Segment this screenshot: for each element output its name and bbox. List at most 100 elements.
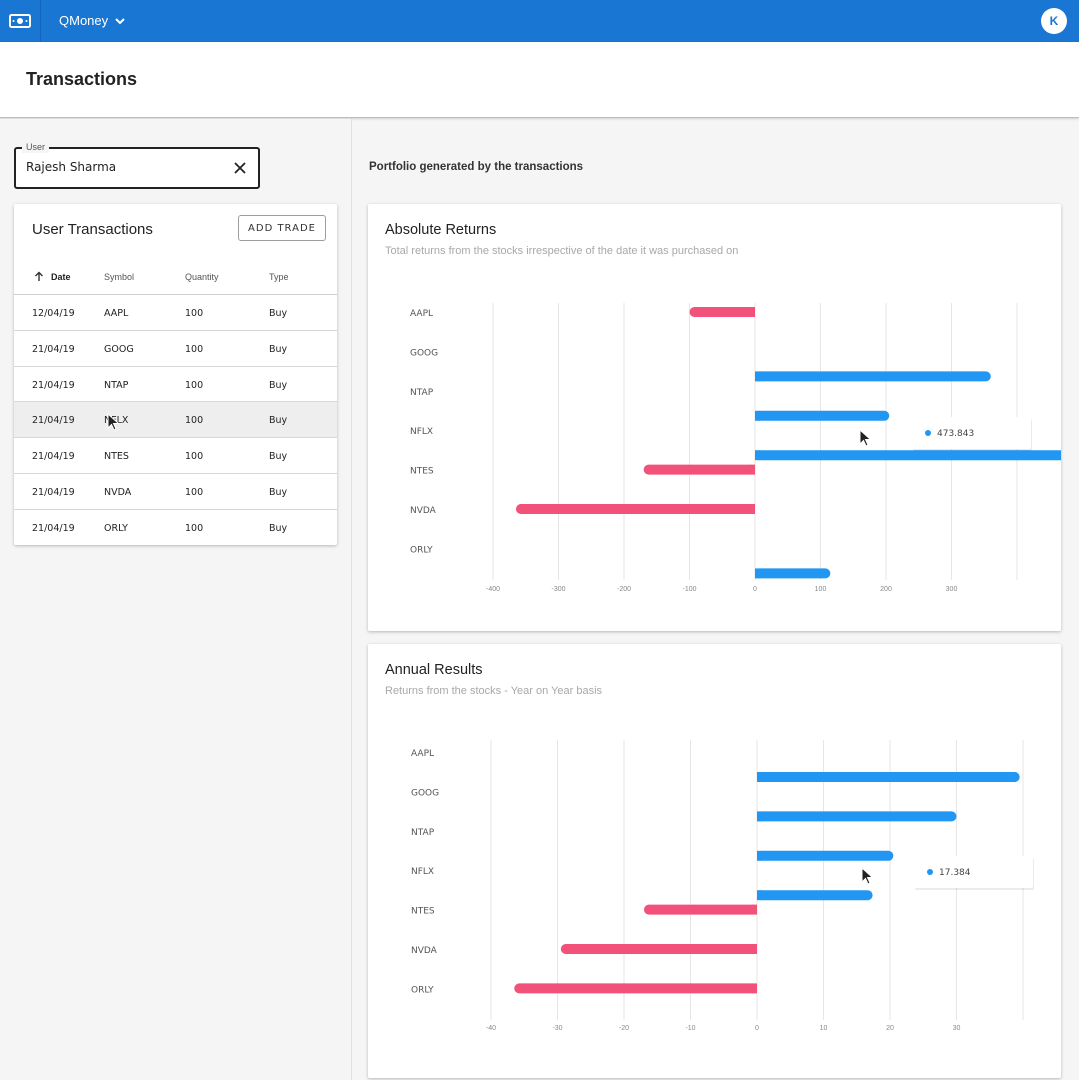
cell-date: 21/04/19 [32,415,75,427]
annual-results-chart: -40 -30 -20 -10 0 10 20 30 AAPL GOOG NTAP NFLX NTES N… [411,740,1034,1032]
cell-type: Buy [269,379,288,391]
y-category-label: ORLY [411,985,434,995]
y-category-label: ORLY [410,545,433,555]
left-panel: User User Transactions ADD TRADE Date Sy… [0,119,352,1080]
bar-ntes[interactable] [643,464,755,475]
bar-goog[interactable] [757,811,957,822]
mouse-cursor-icon [859,428,872,447]
chevron-down-icon [115,17,125,24]
column-header-symbol[interactable]: Symbol [104,272,135,282]
card-title: User Transactions [32,221,153,238]
bar-goog[interactable] [755,371,991,382]
add-trade-button[interactable]: ADD TRADE [238,215,326,241]
table-header: Date Symbol Quantity Type [14,259,337,295]
chart-title: Annual Results [385,662,483,678]
cell-quantity: 100 [185,379,204,391]
bar-nflx[interactable] [755,450,1061,461]
avatar[interactable]: K [1041,8,1067,34]
cell-type: Buy [269,343,288,355]
bar-cap [750,504,755,514]
table-row[interactable]: 21/04/19 NFLX 100 Buy [14,402,337,439]
user-input[interactable] [26,160,216,174]
y-category-label: GOOG [410,348,438,358]
table-row[interactable]: 21/04/19 ORLY 100 Buy [14,510,337,546]
cell-quantity: 100 [185,308,204,319]
column-header-quantity[interactable]: Quantity [185,272,219,282]
chart-subtitle: Total returns from the stocks irrespecti… [385,245,739,257]
arrow-up-icon[interactable] [34,271,44,282]
cell-symbol: AAPL [104,308,129,319]
bar-orly[interactable] [755,568,831,579]
bar-aapl[interactable] [757,772,1020,782]
x-tick-label: 20 [886,1025,894,1032]
cell-quantity: 100 [185,522,204,534]
brand-name: QMoney [59,13,109,28]
tooltip: 473.843 [912,417,1032,451]
cell-quantity: 100 [185,451,204,463]
bar-nvda[interactable] [515,504,755,514]
cell-type: Buy [269,522,288,534]
table-row[interactable]: 21/04/19 GOOG 100 Buy [14,331,337,367]
bar-ntes[interactable] [643,904,757,915]
cell-symbol: NTAP [104,379,129,391]
x-tick-label: -400 [486,586,500,593]
user-transactions-card: User Transactions ADD TRADE Date Symbol … [14,204,337,545]
absolute-returns-chart: -400 -300 -200 -100 0 100 200 300 AAPL GOOG NTAP NF… [410,303,1061,593]
bar-nflx[interactable] [757,890,873,901]
cell-symbol: NTES [104,451,129,463]
bar-cap [757,772,762,782]
chart-title: Absolute Returns [385,222,497,238]
mouse-cursor-icon [107,413,120,431]
y-category-label: NVDA [410,506,437,516]
tooltip-marker [927,869,933,875]
x-tick-label: 30 [953,1025,961,1032]
money-logo-icon[interactable] [0,0,41,42]
app-switcher[interactable]: QMoney [59,13,126,28]
cell-quantity: 100 [185,343,204,355]
bar-cap [755,568,760,579]
cell-type: Buy [269,308,288,319]
page-title: Transactions [26,69,138,89]
y-category-label: GOOG [411,788,439,798]
cell-type: Buy [269,451,288,463]
cell-date: 21/04/19 [32,486,75,498]
x-tick-label: 0 [753,586,757,593]
x-tick-label: 300 [946,586,958,593]
table-row[interactable]: 21/04/19 NVDA 100 Buy [14,474,337,510]
x-tick-label: 200 [880,586,892,593]
y-category-label: NVDA [411,946,438,956]
column-header-type[interactable]: Type [269,272,289,282]
x-tick-label: 0 [755,1025,759,1032]
cell-date: 21/04/19 [32,343,75,355]
close-icon[interactable] [231,159,249,177]
bar-cap [752,944,757,954]
bar-cap [755,410,760,421]
x-tick-label: -200 [617,586,631,593]
user-select-field[interactable]: User [14,141,260,189]
x-tick-label: -30 [552,1025,562,1032]
table-row[interactable]: 12/04/19 AAPL 100 Buy [14,295,337,331]
cell-quantity: 100 [185,486,204,498]
table-row[interactable]: 21/04/19 NTES 100 Buy [14,438,337,474]
bar-ntap[interactable] [755,410,890,421]
transactions-table: Date Symbol Quantity Type 12/04/19 AAPL … [14,259,337,546]
cell-quantity: 100 [185,415,204,427]
bar-aapl[interactable] [689,307,756,317]
y-category-label: NTES [411,907,435,917]
cell-symbol: ORLY [104,522,128,534]
table-row[interactable]: 21/04/19 NTAP 100 Buy [14,367,337,403]
x-tick-label: -100 [682,586,696,593]
app-bar: QMoney K [0,0,1079,42]
y-category-label: NTAP [410,388,434,398]
bar-cap [755,450,760,461]
bar-nvda[interactable] [560,944,757,954]
bar-orly[interactable] [514,983,757,994]
annual-results-card: Annual Results Returns from the stocks -… [368,644,1061,1078]
tooltip-value: 17.384 [939,868,971,878]
bar-cap [750,307,755,317]
y-category-label: NTAP [411,828,435,838]
column-header-date[interactable]: Date [51,272,71,282]
bar-cap [755,371,760,382]
bar-ntap[interactable] [757,850,894,861]
chart-subtitle: Returns from the stocks - Year on Year b… [385,685,603,697]
